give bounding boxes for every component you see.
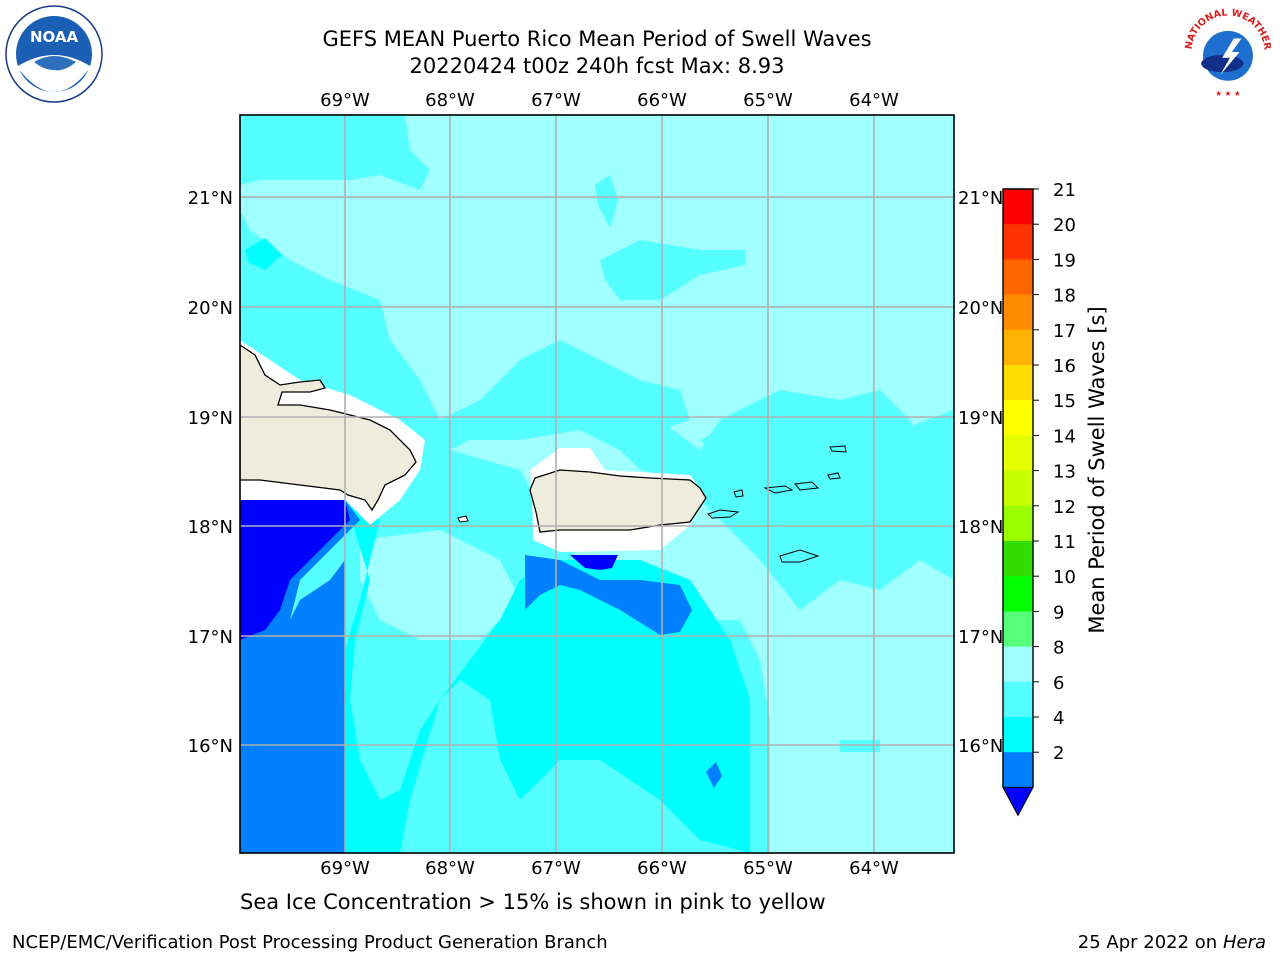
colorbar-segment	[1003, 435, 1033, 472]
lon-label-bottom: 67°W	[531, 858, 581, 879]
svg-text:★ ★ ★: ★ ★ ★	[1215, 89, 1241, 98]
land-hispaniola	[240, 344, 417, 512]
colorbar-tick-label: 20	[1053, 215, 1076, 236]
island-anegada	[829, 445, 847, 453]
swell-period-8-9-east-band	[700, 410, 954, 500]
colorbar-tick-label: 8	[1053, 638, 1064, 659]
colorbar-tick-label: 16	[1053, 356, 1076, 377]
colorbar-segment	[1003, 365, 1033, 401]
map-plot-area	[240, 115, 954, 853]
sea-ice-caption: Sea Ice Concentration > 15% is shown in …	[240, 890, 826, 914]
noaa-logo-text: NOAA	[30, 28, 79, 46]
colorbar-tick-label: 19	[1053, 250, 1076, 271]
colorbar-segment	[1003, 329, 1033, 366]
lat-label-left: 17°N	[188, 627, 233, 648]
footer-credit: NCEP/EMC/Verification Post Processing Pr…	[12, 932, 608, 953]
lon-label-top: 65°W	[743, 90, 793, 111]
colorbar-outline	[1002, 188, 1034, 788]
lon-label-bottom: 69°W	[320, 858, 370, 879]
lon-label-bottom: 66°W	[637, 858, 687, 879]
colorbar-segment	[1003, 505, 1033, 542]
lat-label-left: 19°N	[188, 408, 233, 429]
swell-period-9-10-north	[240, 115, 954, 470]
colorbar-tick-label: 18	[1053, 286, 1076, 307]
colorbar-tick-label: 4	[1053, 708, 1064, 729]
lat-label-left: 16°N	[188, 736, 233, 757]
swell-period-8-9-strip	[595, 175, 618, 228]
lon-label-bottom: 68°W	[425, 858, 475, 879]
colorbar-tick-label: 11	[1053, 532, 1076, 553]
colorbar-tick-label: 13	[1053, 462, 1076, 483]
lon-label-top: 67°W	[531, 90, 581, 111]
colorbar-segment	[1003, 189, 1033, 225]
colorbar-segment	[1003, 541, 1033, 577]
lat-label-right: 20°N	[958, 298, 1003, 319]
colorbar-segment	[1003, 752, 1033, 788]
colorbar-segment	[1003, 576, 1033, 612]
lon-label-top: 64°W	[849, 90, 899, 111]
swell-period-9-10-southwest	[360, 530, 520, 640]
map-frame	[239, 114, 955, 854]
footer-date-text: 25 Apr 2022 on	[1077, 932, 1223, 953]
colorbar-tick-label: 12	[1053, 497, 1076, 518]
lon-label-bottom: 64°W	[849, 858, 899, 879]
island-mona	[457, 515, 469, 523]
swell-period-2-4-pr	[570, 555, 618, 570]
noaa-logo: NOAA	[5, 5, 103, 103]
swell-period-4-6-west	[240, 560, 345, 853]
island-st-thomas	[763, 485, 794, 494]
lat-label-right: 16°N	[958, 736, 1003, 757]
colorbar-tick-label: 2	[1053, 743, 1064, 764]
colorbar-tick-label: 6	[1053, 673, 1064, 694]
lat-label-left: 21°N	[188, 188, 233, 209]
island-st-croix	[779, 549, 820, 563]
lon-label-top: 68°W	[425, 90, 475, 111]
lat-label-right: 17°N	[958, 627, 1003, 648]
lon-label-bottom: 65°W	[743, 858, 793, 879]
swell-period-4-6-small	[706, 762, 722, 788]
swell-period-4-6-south-pr	[525, 555, 692, 635]
island-virgin-gorda	[827, 472, 841, 480]
colorbar-tick-label: 9	[1053, 602, 1064, 623]
swell-period-6-8-nw-patch	[245, 238, 282, 270]
colorbar-segment	[1003, 259, 1033, 296]
colorbar-segment	[1003, 717, 1033, 753]
swell-period-2-4-west	[240, 500, 350, 640]
colorbar-label: Mean Period of Swell Waves [s]	[1085, 306, 1109, 633]
colorbar-extend-arrow	[1002, 786, 1034, 817]
swell-period-8-9-north-patch	[600, 240, 745, 300]
colorbar-segment	[1003, 400, 1033, 436]
colorbar-tick-label: 15	[1053, 391, 1076, 412]
island-st-john	[794, 481, 820, 491]
lat-label-left: 20°N	[188, 298, 233, 319]
lat-label-right: 18°N	[958, 517, 1003, 538]
colorbar-tick-label: 17	[1053, 321, 1076, 342]
colorbar-segment	[1003, 294, 1033, 331]
chart-subtitle: 20220424 t00z 240h fcst Max: 8.93	[409, 54, 785, 78]
footer-date: 25 Apr 2022 on Hera	[1078, 932, 1266, 953]
colorbar-segment	[1003, 681, 1033, 718]
lat-label-right: 19°N	[958, 408, 1003, 429]
nws-logo: NATIONAL WEATHER SERVICE ★ ★ ★	[1180, 4, 1275, 98]
lon-label-top: 69°W	[320, 90, 370, 111]
colorbar-segment	[1003, 611, 1033, 648]
chart-title: GEFS MEAN Puerto Rico Mean Period of Swe…	[322, 27, 872, 51]
swell-period-8-9-sw-strip	[840, 740, 880, 752]
lat-label-left: 18°N	[188, 517, 233, 538]
island-culebra	[733, 489, 744, 498]
colorbar-segment	[1003, 470, 1033, 507]
colorbar-tick-label: 21	[1053, 180, 1076, 201]
lat-label-right: 21°N	[958, 188, 1003, 209]
island-vieques	[707, 509, 740, 519]
footer-machine: Hera	[1222, 932, 1266, 953]
colorbar-tick-label: 10	[1053, 567, 1076, 588]
colorbar-segment	[1003, 224, 1033, 260]
lon-label-top: 66°W	[637, 90, 687, 111]
colorbar-tick-label: 14	[1053, 426, 1076, 447]
colorbar-segment	[1003, 646, 1033, 683]
